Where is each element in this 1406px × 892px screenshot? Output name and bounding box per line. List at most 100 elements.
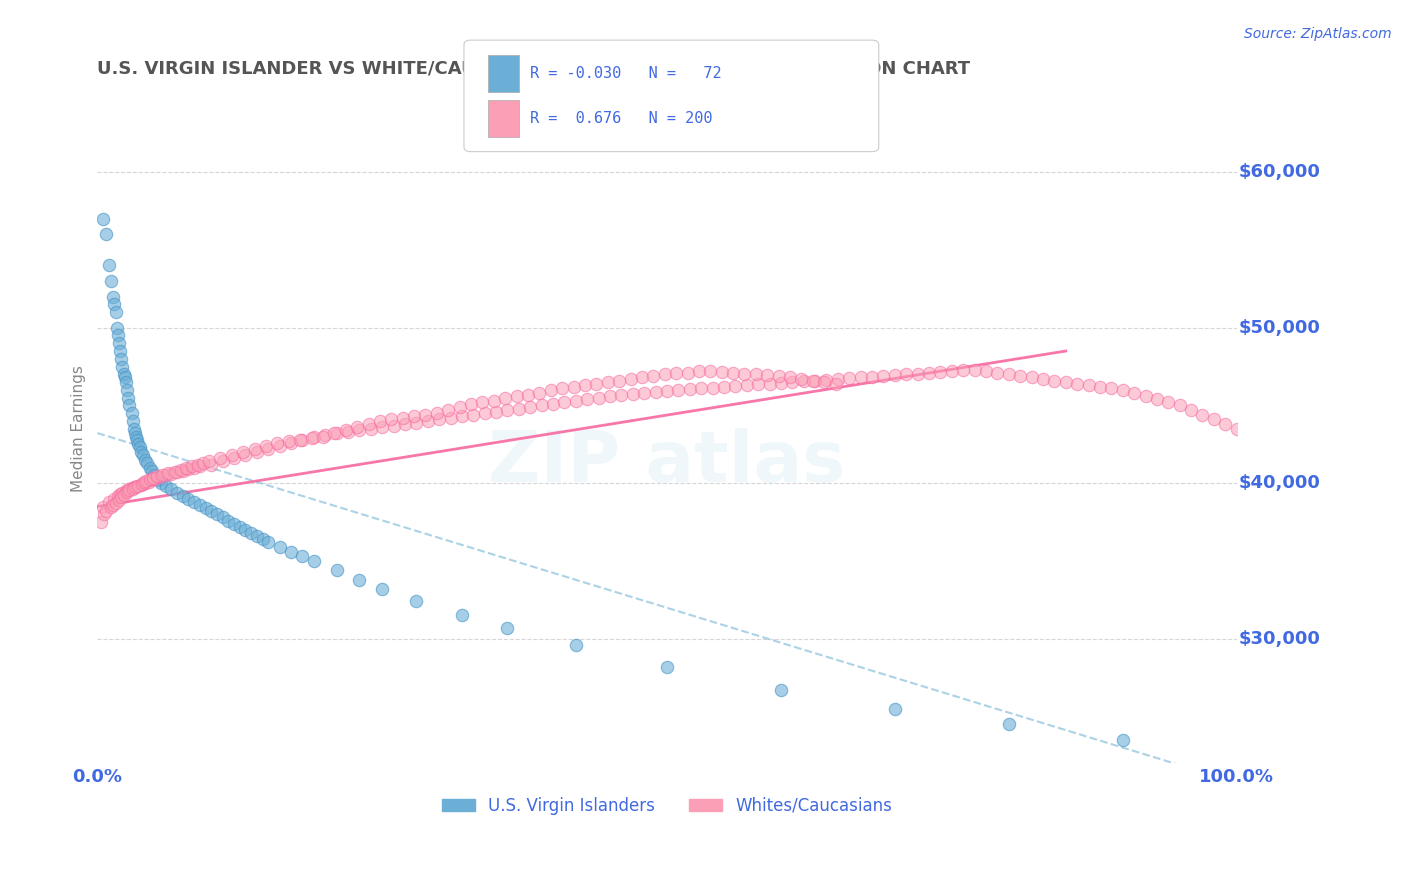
Point <box>1112 383 1135 397</box>
Point <box>134 476 156 491</box>
Point <box>198 454 221 468</box>
Point <box>735 378 758 392</box>
Point <box>183 495 205 509</box>
Point <box>177 462 200 476</box>
Point <box>129 445 152 459</box>
Point <box>139 460 162 475</box>
Point <box>143 471 166 485</box>
Point <box>1180 403 1202 417</box>
Point <box>1054 375 1077 389</box>
Point <box>391 410 413 425</box>
Point <box>257 442 280 456</box>
Point <box>107 328 129 343</box>
Point <box>721 366 744 380</box>
Point <box>188 459 211 474</box>
Point <box>104 305 127 319</box>
Point <box>1099 381 1122 395</box>
Point <box>655 659 678 673</box>
Point <box>437 403 460 417</box>
Point <box>451 409 474 424</box>
Point <box>371 420 394 434</box>
Point <box>941 364 963 378</box>
Point <box>1213 417 1236 431</box>
Point <box>529 386 551 401</box>
Point <box>952 363 974 377</box>
Point <box>301 431 323 445</box>
Point <box>122 422 145 436</box>
Point <box>1112 732 1135 747</box>
Point <box>610 387 633 401</box>
Point <box>415 408 437 422</box>
Point <box>118 399 141 413</box>
Point <box>974 364 997 378</box>
Point <box>588 391 610 405</box>
Point <box>103 498 125 512</box>
Point <box>655 384 678 399</box>
Point <box>997 368 1019 382</box>
Point <box>1157 395 1180 409</box>
Point <box>129 477 152 491</box>
Point <box>323 426 346 441</box>
Point <box>122 480 145 494</box>
Point <box>193 456 215 470</box>
Point <box>553 395 575 409</box>
Point <box>150 467 173 482</box>
Point <box>114 483 136 498</box>
Point <box>172 464 194 478</box>
Point <box>883 702 905 716</box>
Point <box>108 344 131 359</box>
Point <box>132 448 155 462</box>
Point <box>217 514 239 528</box>
Point <box>1202 412 1225 426</box>
Point <box>918 366 941 380</box>
Point <box>155 479 177 493</box>
Point <box>460 397 482 411</box>
Point <box>143 468 166 483</box>
Point <box>188 498 211 512</box>
Text: $40,000: $40,000 <box>1239 475 1320 492</box>
Point <box>90 515 112 529</box>
Point <box>112 488 135 502</box>
Point <box>986 366 1008 380</box>
Point <box>654 368 676 382</box>
Point <box>1010 368 1032 383</box>
Point <box>382 418 405 433</box>
Point <box>240 526 263 541</box>
Point <box>160 467 183 481</box>
Point <box>769 683 792 698</box>
Point <box>325 563 347 577</box>
Point <box>607 374 630 388</box>
Point <box>235 523 257 537</box>
Point <box>1123 386 1146 401</box>
Point <box>494 391 516 405</box>
Point <box>405 594 427 608</box>
Point <box>585 376 607 391</box>
Point <box>451 608 474 623</box>
Point <box>929 365 952 379</box>
Point <box>131 477 153 491</box>
Point <box>849 370 872 384</box>
Point <box>110 490 132 504</box>
Point <box>1146 392 1168 407</box>
Point <box>117 483 139 497</box>
Point <box>246 445 269 459</box>
Point <box>599 389 621 403</box>
Point <box>768 368 790 383</box>
Point <box>710 365 733 379</box>
Point <box>221 448 243 462</box>
Point <box>127 478 149 492</box>
Point <box>141 464 163 478</box>
Point <box>380 412 402 426</box>
Point <box>702 380 724 394</box>
Point <box>633 386 655 401</box>
Point <box>312 429 335 443</box>
Point <box>724 379 747 393</box>
Text: R =  0.676   N = 200: R = 0.676 N = 200 <box>530 111 713 126</box>
Point <box>505 389 527 403</box>
Point <box>551 381 574 395</box>
Point <box>107 489 129 503</box>
Point <box>269 540 291 554</box>
Point <box>676 366 699 380</box>
Point <box>97 495 120 509</box>
Point <box>1088 380 1111 394</box>
